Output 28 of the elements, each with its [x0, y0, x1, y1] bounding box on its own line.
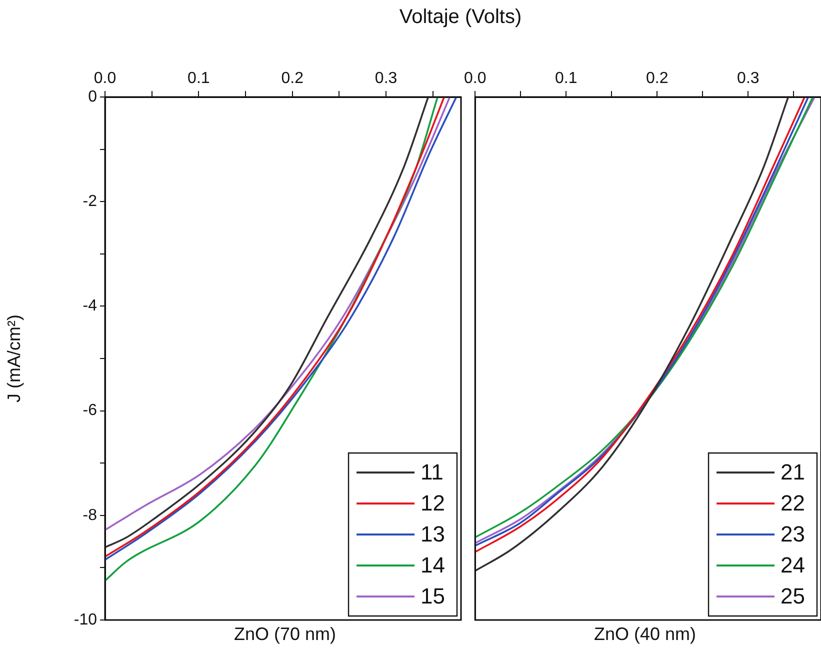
x-tick-label: 0.3	[737, 70, 760, 87]
x-tick-label: 0.2	[281, 70, 304, 87]
chart-title: Voltaje (Volts)	[398, 6, 523, 29]
x-tick-label: 0.3	[374, 70, 398, 87]
x-axis-title: ZnO (40 nm)	[592, 624, 698, 645]
legend-label: 25	[780, 584, 806, 609]
x-tick-label: 0.2	[646, 70, 668, 87]
legend-label: 24	[780, 552, 806, 578]
y-tick-label: -2	[82, 193, 98, 210]
legend-label: 11	[420, 460, 444, 485]
x-tick-label: 0.1	[188, 70, 210, 87]
x-tick-label: 0.1	[555, 70, 578, 87]
x-tick-label: 0.0	[94, 70, 116, 87]
y-tick-label: -10	[74, 611, 98, 628]
legend-label: 22	[780, 490, 806, 516]
y-tick-label: -8	[82, 506, 98, 524]
legend-label: 15	[420, 584, 446, 609]
legend-label: 14	[420, 552, 446, 578]
legend-label: 21	[780, 460, 806, 485]
x-tick-label: 0.0	[464, 70, 486, 87]
legend-label: 12	[420, 490, 446, 516]
legend-label: 13	[420, 522, 446, 547]
y-tick-label: 0	[88, 88, 98, 106]
y-axis-title: J (mA/cm²)	[4, 314, 24, 402]
y-tick-label: -4	[82, 298, 98, 315]
x-axis-title: ZnO (70 nm)	[232, 624, 338, 645]
y-tick-label: -6	[82, 402, 98, 420]
legend-label: 23	[780, 522, 806, 547]
